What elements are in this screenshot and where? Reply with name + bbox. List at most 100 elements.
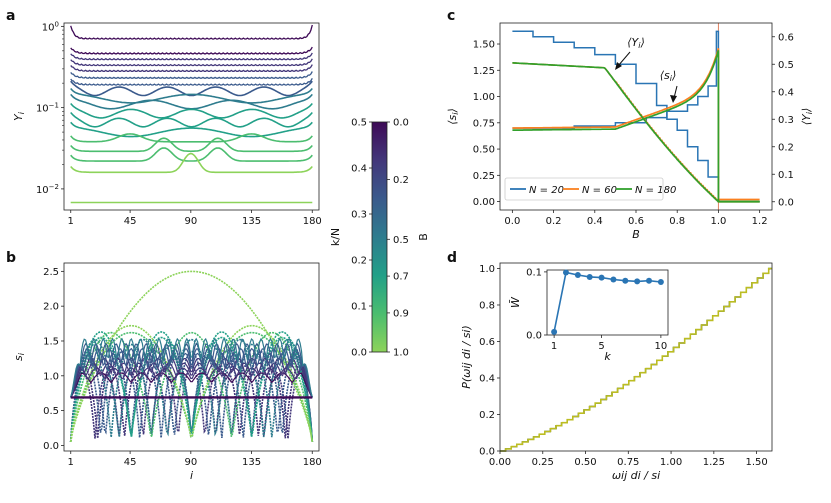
panel-d-ytick-label: 0.4 <box>479 373 495 384</box>
panel-b-series-line <box>69 336 314 442</box>
panel-d-xtick-label: 0.75 <box>617 457 639 468</box>
panel-b-chart: 1 45 90 135 180 0.0 0.5 1.0 1.5 2.0 2.5 si i <box>12 262 322 482</box>
panel-b-dense-series <box>70 372 313 398</box>
panel-c-chart: 0.0 0.2 0.4 0.6 0.8 1.0 1.2 0.00 0.25 0.50 0.75 1.0… <box>446 22 814 241</box>
panel-d-xtick-label: 0.00 <box>489 457 511 468</box>
panel-b-series-line <box>69 350 314 442</box>
panel-d-ylabel: P(ωij di / si) <box>460 325 473 389</box>
panel-a-series-line <box>70 58 313 67</box>
panel-c-xtick-label: 0.0 <box>504 216 520 227</box>
panel-c-series-n20-Y <box>512 30 760 203</box>
panel-b-xlabel: i <box>190 469 193 482</box>
panel-d-inset-point <box>610 276 617 283</box>
panel-a-series-line <box>70 137 313 153</box>
colorbar-left-tick-label: 0.0 <box>351 348 367 359</box>
panel-d-inset-point <box>646 277 653 284</box>
panel-label-c: c <box>447 8 455 24</box>
panel-a-ytick-label: 10−1 <box>36 102 59 115</box>
panel-d-inset-xtick-label: 5 <box>598 341 604 352</box>
colorbar-left-tick-label: 0.1 <box>351 302 367 313</box>
panel-c-xtick-label: 0.6 <box>628 216 644 227</box>
panel-c-annotation-s: ⟨si⟩ <box>660 69 677 83</box>
panel-b-dense-series <box>70 347 313 398</box>
panel-c-ylabel-right: ⟨Yi⟩ <box>800 108 814 126</box>
panel-b-series-line <box>69 343 314 442</box>
panel-c-right-ytick-label: 0.0 <box>778 197 794 208</box>
panel-a-series-line <box>70 93 313 110</box>
panel-d-ytick-label: 0.0 <box>479 447 495 458</box>
colorbar-right-tick-label: 0.5 <box>393 235 409 246</box>
panel-a-series-line <box>70 24 313 40</box>
panel-label-d: d <box>447 250 457 266</box>
colorbar-right-tick-label: 0.2 <box>393 175 409 186</box>
panel-b-ytick-label: 0.0 <box>43 441 59 452</box>
panel-c-left-ytick-label: 1.25 <box>473 66 495 77</box>
panel-d-xtick-label: 1.25 <box>703 457 725 468</box>
panel-a-ytick-label: 10−2 <box>36 183 59 196</box>
panel-c-xtick-label: 0.2 <box>546 216 562 227</box>
panel-b-xtick-label: 180 <box>303 457 322 468</box>
panel-d-inset-point <box>586 273 593 280</box>
panel-c-left-ytick-label: 0.75 <box>473 118 495 129</box>
panel-b-ytick-label: 2.0 <box>43 302 59 313</box>
panel-c-right-ytick-label: 0.3 <box>778 115 794 126</box>
panel-d-xtick-label: 1.50 <box>745 457 767 468</box>
panel-c-series-n20-s <box>512 30 760 203</box>
panel-d-inset-xtick-label: 1 <box>551 341 557 352</box>
panel-d-inset-point <box>551 328 558 335</box>
panel-c-ylabel-left: ⟨si⟩ <box>446 108 460 125</box>
panel-c-left-ytick-label: 0.50 <box>473 145 495 156</box>
panel-a-series-line <box>70 71 313 79</box>
panel-a-series-line <box>70 87 313 104</box>
colorbar-left-tick-label: 0.2 <box>351 256 367 267</box>
panel-b-dense-series <box>70 367 313 398</box>
panel-a-series-line <box>70 147 313 162</box>
panel-c-xlabel: B <box>632 228 640 241</box>
panel-b-ytick-label: 1.5 <box>43 336 59 347</box>
panel-c-left-ytick-label: 1.00 <box>473 92 495 103</box>
panel-c-arrowhead-s <box>670 95 677 103</box>
panel-d-ytick-label: 0.6 <box>479 337 495 348</box>
colorbar-right-tick-label: 0.9 <box>393 308 409 319</box>
colorbar-left-label: k/N <box>329 228 342 246</box>
panel-a-series-line <box>70 64 313 72</box>
panel-c-left-ytick-label: 1.50 <box>473 40 495 51</box>
panel-b-ytick-label: 1.0 <box>43 371 59 382</box>
panel-a-series-line <box>70 121 313 138</box>
panel-d-xtick-label: 1.00 <box>660 457 682 468</box>
panel-d-inset-point <box>622 277 629 284</box>
panel-c-xtick-label: 0.8 <box>669 216 685 227</box>
panel-b-xtick-label: 135 <box>242 457 261 468</box>
panel-d-xtick-label: 0.50 <box>574 457 596 468</box>
colorbar: 0.5 0.4 0.3 0.2 0.1 0.0 0.0 0.2 0.5 0.7 0.9 1.0 k/N B <box>329 118 430 359</box>
panel-b-xtick-label: 90 <box>184 457 197 468</box>
panel-label-a: a <box>6 8 15 24</box>
panel-b-ytick-label: 2.5 <box>43 267 59 278</box>
colorbar-right-tick-label: 0.0 <box>393 118 409 129</box>
panel-b-series-line <box>69 338 314 442</box>
panel-c-right-ytick-label: 0.5 <box>778 60 794 71</box>
panel-d-cdf-series <box>500 267 772 452</box>
colorbar-left-tick-label: 0.4 <box>351 164 367 175</box>
panel-b-frame <box>63 262 320 452</box>
panel-d-xtick-label: 0.25 <box>532 457 554 468</box>
colorbar-right-label: B <box>417 233 430 241</box>
panel-d-inset-point <box>598 274 605 281</box>
panel-d-inset-point <box>657 278 664 285</box>
panel-a-xtick-label: 180 <box>303 216 322 227</box>
panel-c-left-ytick-label: 0.25 <box>473 171 495 182</box>
panel-d-ytick-label: 0.2 <box>479 410 495 421</box>
panel-b-ytick-label: 0.5 <box>43 406 59 417</box>
panel-a-xtick-label: 45 <box>124 216 137 227</box>
panel-d-frame <box>499 262 773 452</box>
panel-a-frame <box>63 22 320 211</box>
panel-a-series-line <box>70 133 313 143</box>
panel-a-series-line <box>70 111 313 128</box>
panel-a-series-line <box>70 152 313 174</box>
panel-c-series-n180-s <box>512 50 760 203</box>
panel-b-series-line <box>69 331 314 442</box>
panel-a-series-line <box>70 77 313 86</box>
panel-c-arrow-Y <box>617 51 631 67</box>
colorbar-bar <box>371 121 388 353</box>
